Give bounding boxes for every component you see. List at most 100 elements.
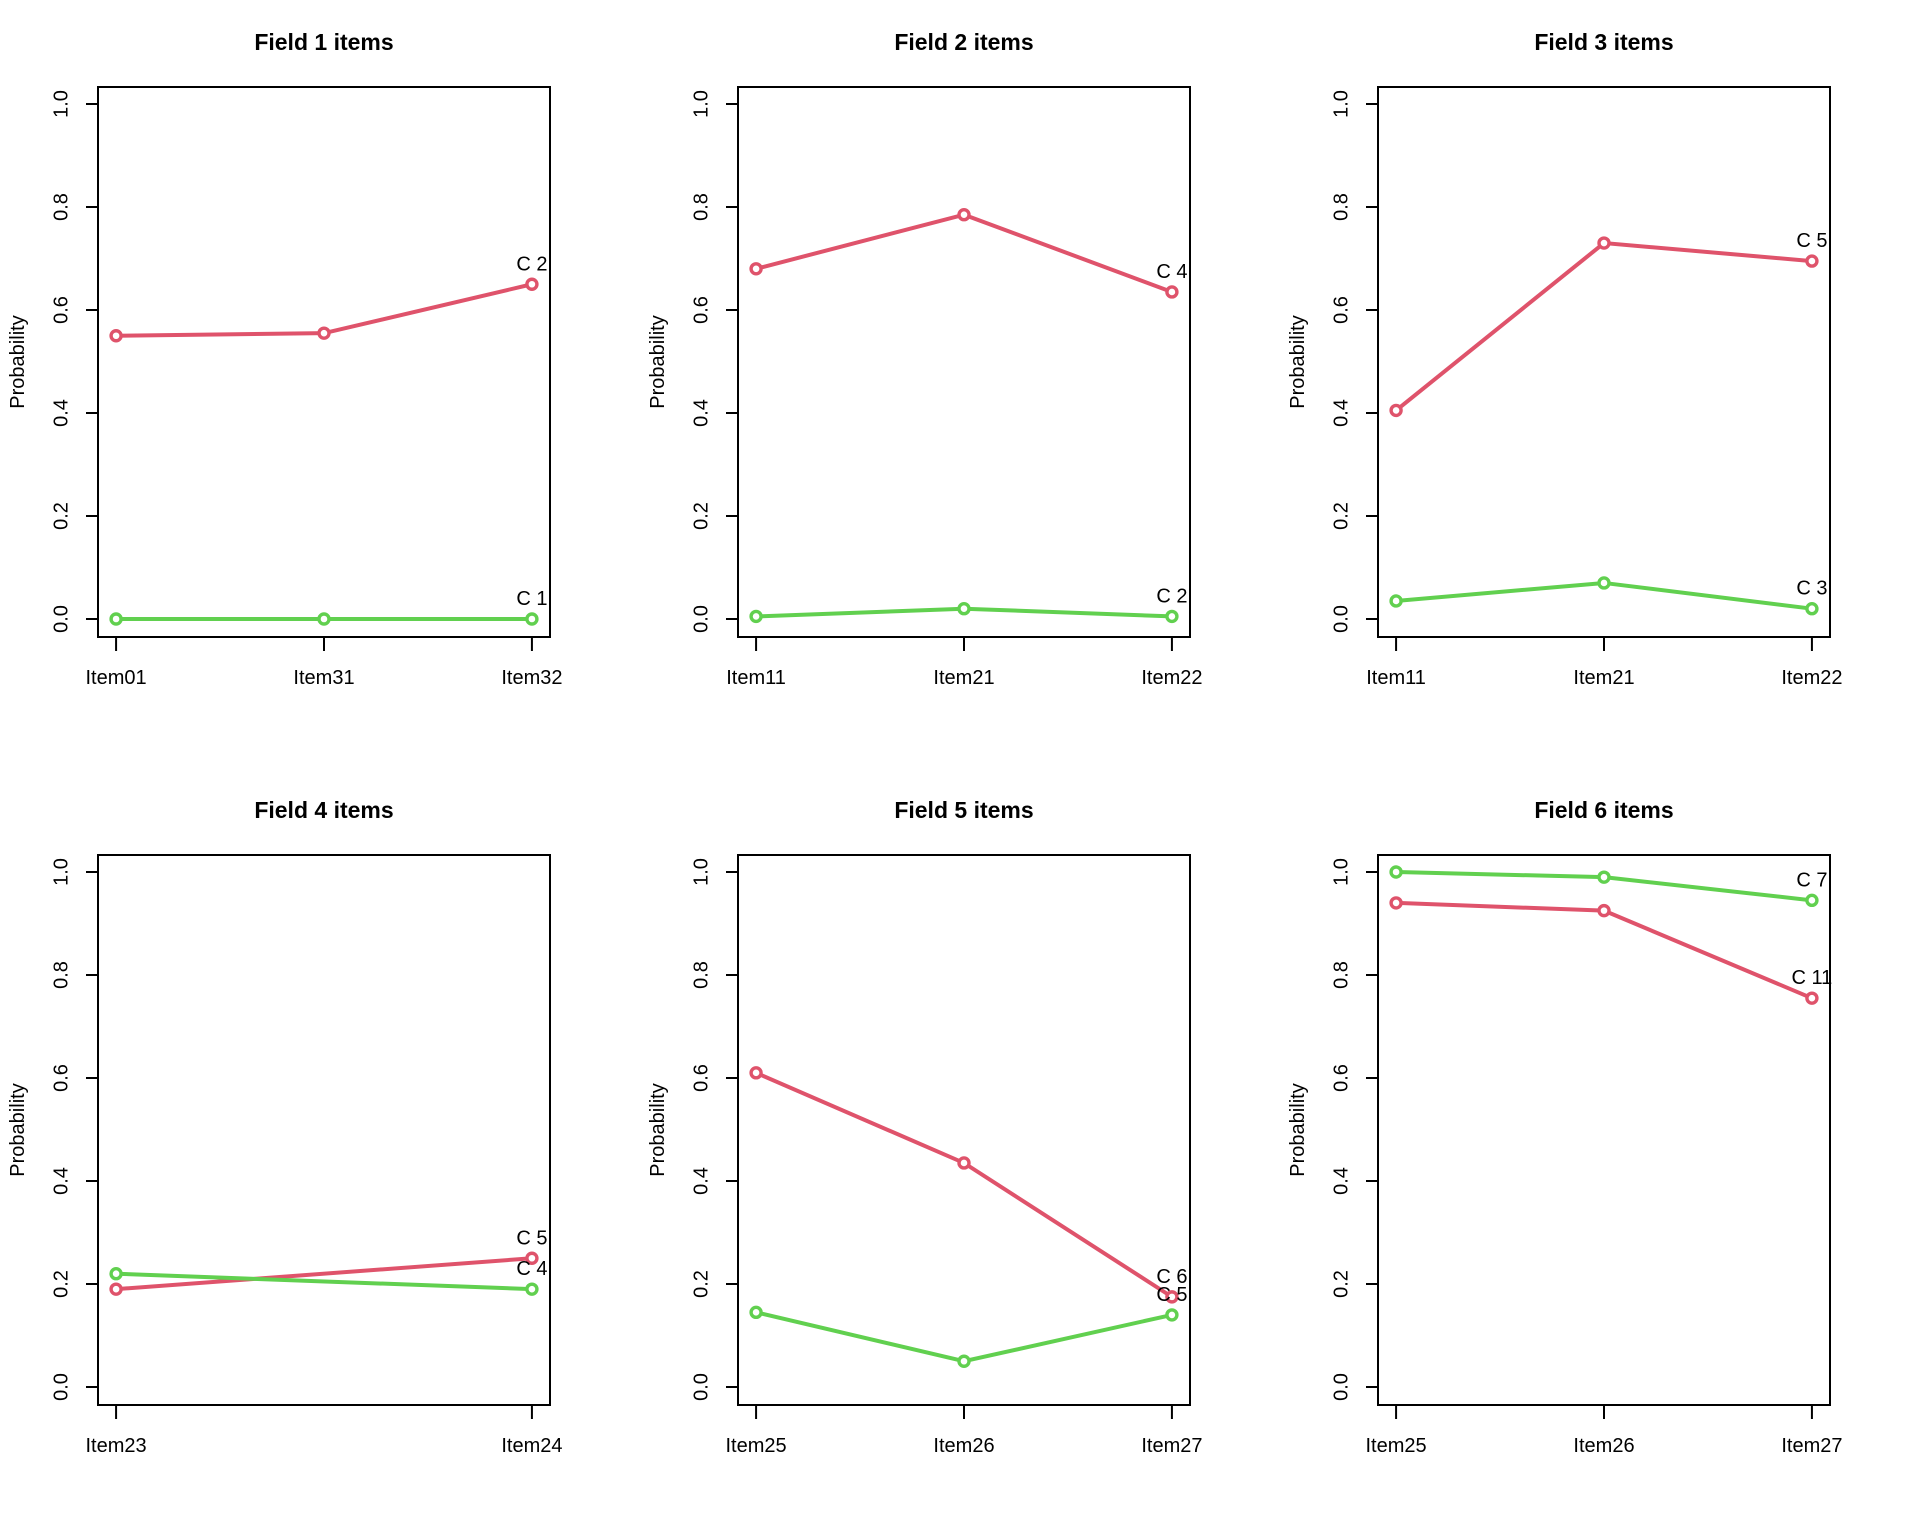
series-line-c-6 (755, 1071, 1174, 1299)
data-point-marker (1389, 896, 1403, 910)
data-point-marker (525, 277, 539, 291)
data-point-marker (1165, 1290, 1179, 1304)
data-point-marker (957, 1156, 971, 1170)
plot-frame (737, 86, 1191, 638)
x-tick-label: Item23 (86, 1435, 147, 1457)
series-end-label-c-4: C 4 (1156, 261, 1187, 283)
data-point-marker (1597, 870, 1611, 884)
y-tick-label: 0.6 (50, 1064, 72, 1092)
data-point-marker (1389, 865, 1403, 879)
panel-field-4: Field 4 items 0.0 0.2 0.4 0.6 0.8 1.0 Probabili… (0, 768, 640, 1536)
chart-field-3-items: Field 3 items 0.0 0.2 0.4 0.6 0.8 1.0 Probabili… (1287, 29, 1842, 689)
plot-frame (97, 86, 551, 638)
series-end-label-c-2: C 2 (516, 253, 547, 275)
series-end-label-c-5: C 5 (516, 1227, 547, 1249)
x-tick-label: Item32 (501, 667, 562, 689)
series-end-label-c-6: C 6 (1156, 1266, 1187, 1288)
data-point-marker (525, 1282, 539, 1296)
x-tick-label: Item25 (726, 1435, 787, 1457)
y-axis-title: Probability (7, 315, 29, 408)
y-axis-title: Probability (647, 315, 669, 408)
data-point-marker (1389, 594, 1403, 608)
series-end-label-c-3: C 3 (1796, 578, 1827, 600)
x-tick-label: Item27 (1141, 1435, 1202, 1457)
y-tick-label: 0.6 (1330, 296, 1352, 324)
series-line-c-5 (1394, 240, 1813, 412)
data-point-marker (525, 1251, 539, 1265)
y-tick-label: 0.4 (690, 1167, 712, 1195)
y-tick-label: 0.6 (690, 1064, 712, 1092)
x-tick-label: Item31 (293, 667, 354, 689)
y-tick-label: 0.4 (50, 399, 72, 427)
series-end-label-c-5: C 5 (1796, 230, 1827, 252)
series-line-c-5 (755, 1310, 1173, 1364)
y-tick-label: 0.2 (1330, 1270, 1352, 1298)
y-axis-title: Probability (7, 1083, 29, 1176)
series-end-label-c-11: C 11 (1792, 967, 1833, 989)
data-point-marker (1805, 991, 1819, 1005)
y-tick-label: 1.0 (50, 90, 72, 118)
y-tick-label: 0.2 (50, 1270, 72, 1298)
chart-title: Field 5 items (894, 797, 1033, 823)
chart-field-4-items: Field 4 items 0.0 0.2 0.4 0.6 0.8 1.0 Probabili… (7, 797, 562, 1457)
y-tick-label: 0.8 (1330, 193, 1352, 221)
panel-field-6: Field 6 items 0.0 0.2 0.4 0.6 0.8 1.0 Probabili… (1280, 768, 1920, 1536)
series-end-label-c-2: C 2 (1156, 585, 1187, 607)
y-tick-label: 0.4 (690, 399, 712, 427)
x-tick-label: Item24 (501, 1435, 562, 1457)
data-point-marker (525, 612, 539, 626)
y-tick-label: 0.8 (50, 193, 72, 221)
data-point-marker (109, 612, 123, 626)
data-point-marker (1805, 893, 1819, 908)
data-point-marker (957, 208, 971, 222)
y-axis-title: Probability (1287, 315, 1309, 408)
series-end-label-c-7: C 7 (1796, 869, 1827, 891)
y-tick-label: 0.6 (1330, 1064, 1352, 1092)
data-point-marker (1597, 576, 1611, 590)
data-point-marker (1165, 1308, 1179, 1322)
chart-field-2-items: Field 2 items 0.0 0.2 0.4 0.6 0.8 1.0 Probabili… (647, 29, 1202, 689)
panel-field-1: Field 1 items 0.0 0.2 0.4 0.6 0.8 1.0 Probabili… (0, 0, 640, 768)
data-point-marker (317, 326, 331, 340)
data-point-marker (109, 1267, 123, 1281)
y-tick-label: 0.0 (1330, 1373, 1352, 1401)
y-tick-label: 1.0 (1330, 858, 1352, 886)
x-tick-label: Item26 (1573, 1435, 1634, 1457)
series-line-c-4 (116, 1271, 532, 1292)
chart-title: Field 6 items (1534, 797, 1673, 823)
x-tick-label: Item25 (1366, 1435, 1427, 1457)
y-tick-label: 1.0 (1330, 90, 1352, 118)
y-tick-label: 0.2 (690, 1270, 712, 1298)
x-tick-label: Item27 (1781, 1435, 1842, 1457)
x-tick-label: Item22 (1141, 667, 1202, 689)
x-tick-label: Item11 (1366, 667, 1426, 689)
y-tick-label: 0.2 (1330, 502, 1352, 530)
y-tick-label: 0.2 (50, 502, 72, 530)
data-point-marker (749, 1305, 763, 1320)
y-tick-label: 1.0 (690, 90, 712, 118)
x-tick-label: Item26 (933, 1435, 994, 1457)
data-point-marker (749, 262, 763, 276)
y-tick-label: 0.8 (690, 961, 712, 989)
y-axis-title: Probability (1287, 1083, 1309, 1176)
data-point-marker (1165, 285, 1179, 299)
data-point-marker (109, 1282, 123, 1296)
chart-field-6-items: Field 6 items 0.0 0.2 0.4 0.6 0.8 1.0 Probabili… (1287, 797, 1842, 1457)
data-point-marker (1389, 403, 1403, 418)
data-point-marker (1165, 609, 1179, 624)
series-end-label-c-5: C 5 (1156, 1284, 1187, 1306)
plot-frame (1377, 854, 1831, 1406)
chart-field-1-items: Field 1 items 0.0 0.2 0.4 0.6 0.8 1.0 Probabili… (7, 29, 562, 689)
data-point-marker (749, 1066, 763, 1080)
plot-frame (1377, 86, 1831, 638)
panel-field-3: Field 3 items 0.0 0.2 0.4 0.6 0.8 1.0 Probabili… (1280, 0, 1920, 768)
panel-field-5: Field 5 items 0.0 0.2 0.4 0.6 0.8 1.0 Probabili… (640, 768, 1280, 1536)
y-tick-label: 0.0 (690, 605, 712, 633)
chart-title: Field 2 items (894, 29, 1033, 55)
x-tick-label: Item11 (726, 667, 786, 689)
data-point-marker (109, 329, 123, 343)
data-point-marker (317, 612, 331, 626)
series-end-label-c-1: C 1 (516, 588, 547, 610)
plot-frame (97, 854, 551, 1406)
